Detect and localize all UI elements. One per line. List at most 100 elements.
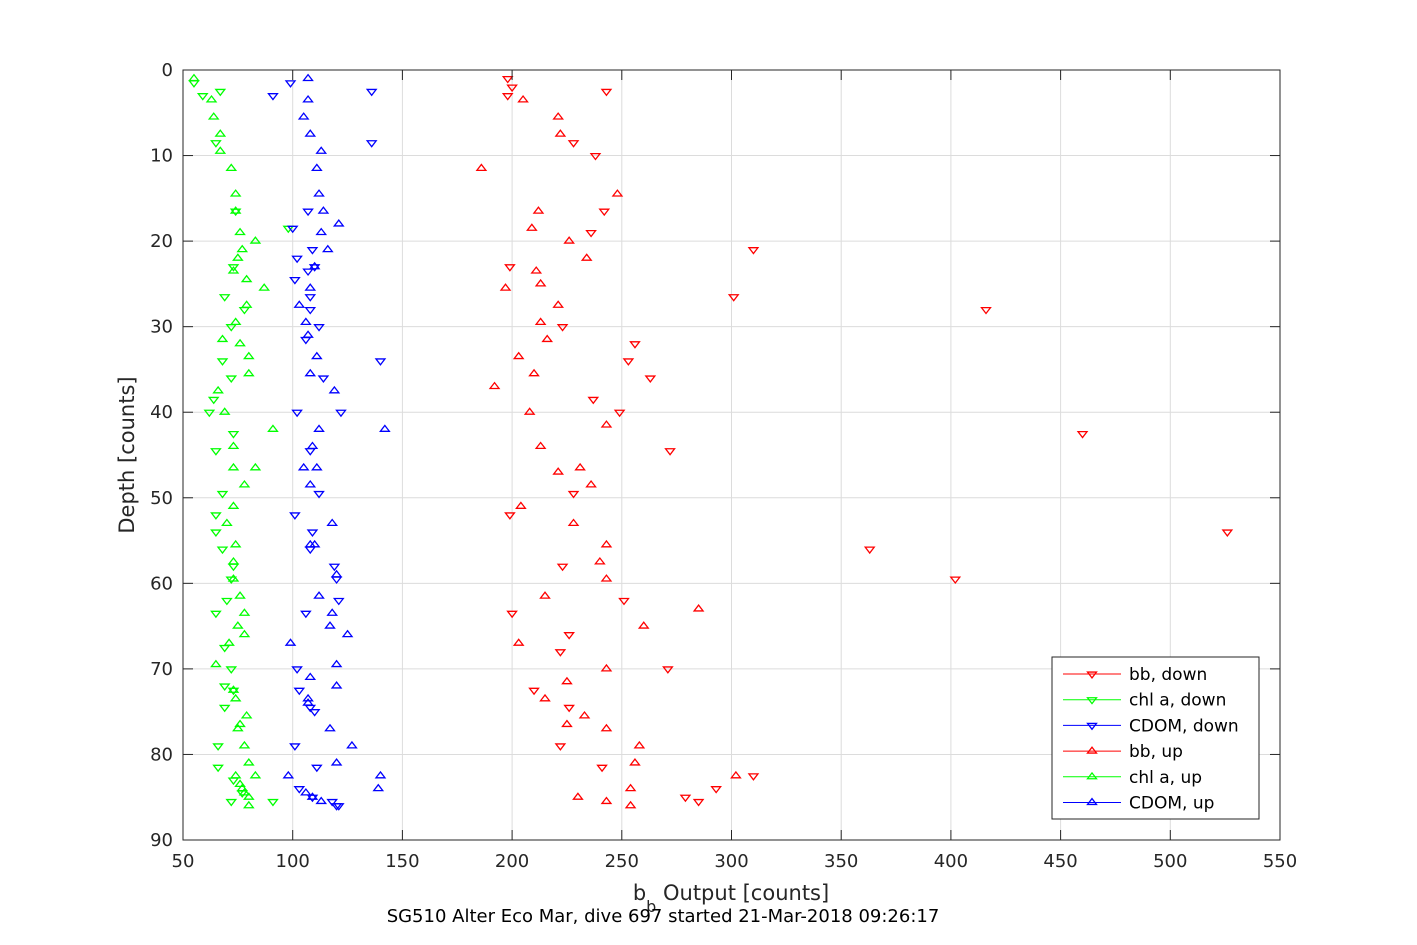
data-point — [243, 792, 255, 800]
data-point — [747, 247, 760, 255]
data-point — [598, 208, 611, 217]
data-point — [297, 112, 310, 120]
data-point — [600, 663, 613, 672]
data-point — [308, 539, 321, 548]
data-point — [300, 610, 312, 619]
data-point — [227, 687, 240, 696]
data-point — [229, 208, 242, 217]
data-point — [243, 351, 255, 360]
data-point — [589, 152, 602, 161]
data-point — [218, 704, 231, 713]
data-point — [212, 743, 224, 751]
data-point — [210, 529, 222, 537]
data-point — [534, 441, 547, 450]
data-point — [284, 80, 297, 88]
data-point — [232, 253, 244, 261]
data-point — [600, 539, 613, 548]
data-point — [341, 629, 354, 638]
data-point — [326, 518, 339, 527]
data-point — [229, 539, 242, 548]
data-point — [563, 236, 575, 244]
y-tick-label: 20 — [150, 231, 173, 252]
data-point — [227, 266, 240, 274]
data-point — [330, 569, 343, 578]
legend-label: CDOM, down — [1129, 716, 1239, 736]
data-point — [196, 93, 209, 101]
data-point — [600, 796, 613, 805]
series-3 — [475, 94, 742, 809]
data-point — [563, 704, 575, 713]
data-point — [240, 300, 253, 308]
data-point — [600, 88, 613, 97]
data-point — [214, 146, 227, 154]
data-point — [240, 274, 253, 283]
data-point — [475, 163, 488, 171]
data-point — [289, 743, 301, 751]
x-tick-label: 200 — [495, 851, 529, 872]
series-5 — [282, 73, 391, 805]
data-point — [552, 300, 564, 308]
data-point — [227, 462, 240, 471]
data-point — [692, 604, 705, 612]
data-point — [567, 490, 580, 499]
data-point — [501, 75, 514, 84]
data-point — [210, 448, 222, 456]
data-point — [567, 140, 580, 148]
y-tick-label: 70 — [150, 659, 173, 680]
data-point — [679, 794, 692, 803]
data-point — [618, 597, 630, 606]
data-point — [552, 112, 564, 120]
data-point — [267, 798, 279, 807]
data-point — [306, 441, 319, 450]
data-point — [227, 501, 240, 509]
data-point — [238, 787, 251, 796]
data-point — [580, 253, 593, 261]
data-point — [335, 409, 347, 418]
data-point — [286, 225, 299, 234]
legend-marker — [1086, 722, 1098, 731]
data-point — [227, 264, 240, 272]
data-point — [293, 786, 306, 794]
data-point — [324, 723, 336, 732]
x-tick-label: 250 — [605, 851, 639, 872]
data-point — [232, 723, 244, 732]
data-point — [506, 84, 518, 93]
x-tick-label: 100 — [276, 851, 310, 872]
data-point — [980, 306, 992, 315]
data-point — [238, 740, 251, 749]
data-point — [302, 268, 314, 277]
data-point — [291, 409, 303, 418]
data-point — [304, 672, 317, 681]
data-point — [561, 676, 573, 685]
data-point — [313, 324, 325, 332]
data-point — [346, 740, 358, 749]
data-point — [221, 597, 233, 606]
x-axis-label-main: b — [633, 881, 646, 905]
data-point — [234, 338, 246, 347]
data-point — [218, 294, 231, 302]
data-point — [1076, 431, 1089, 439]
data-point — [315, 146, 328, 154]
data-point — [238, 479, 251, 488]
data-point — [210, 140, 222, 148]
data-point — [585, 229, 597, 238]
data-point — [236, 783, 249, 792]
data-point — [212, 764, 224, 773]
data-point — [313, 490, 325, 499]
data-point — [227, 574, 240, 582]
data-point — [297, 462, 310, 471]
data-point — [365, 140, 378, 148]
legend-marker — [1086, 797, 1098, 806]
data-point — [210, 610, 222, 619]
legend-label: chl a, down — [1129, 691, 1226, 711]
data-point — [556, 563, 569, 572]
data-point — [218, 683, 231, 691]
data-point — [526, 223, 538, 231]
data-point — [304, 294, 317, 302]
data-point — [302, 94, 314, 103]
legend-label: CDOM, up — [1129, 794, 1214, 814]
chart-caption: SG510 Alter Eco Mar, dive 697 started 21… — [387, 906, 940, 927]
data-point — [210, 512, 222, 520]
data-point — [561, 719, 573, 728]
